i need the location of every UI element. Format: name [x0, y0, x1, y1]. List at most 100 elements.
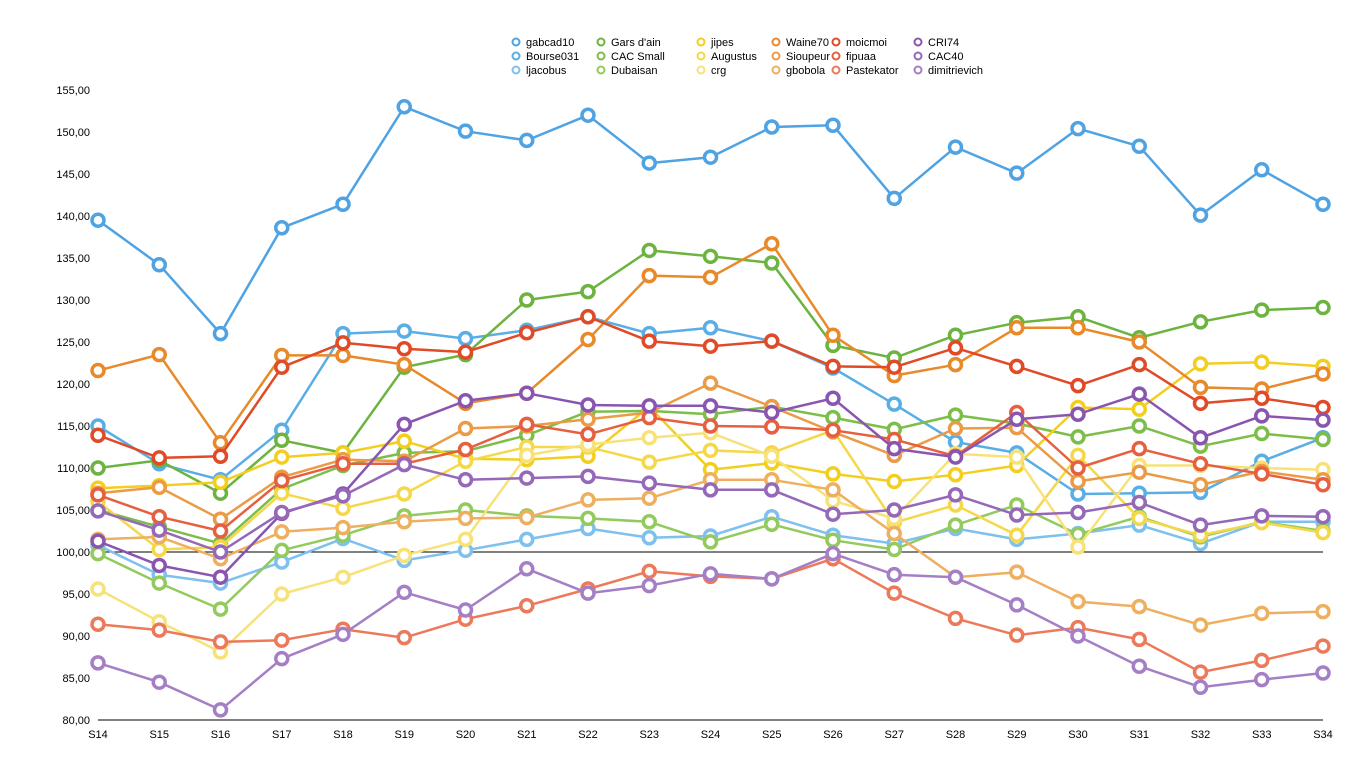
x-tick-label: S31	[1129, 729, 1149, 741]
legend-label: gabcad10	[526, 37, 574, 49]
data-point	[519, 509, 535, 526]
data-point	[947, 356, 964, 373]
legend-label: CAC Small	[611, 51, 665, 63]
y-tick-label: 145,00	[56, 169, 90, 181]
legend-label: Dubaisan	[611, 65, 657, 77]
data-point	[1131, 658, 1147, 674]
legend-label: CRI74	[928, 37, 959, 49]
data-point	[825, 506, 841, 522]
x-tick-label: S17	[272, 729, 292, 741]
y-tick-label: 135,00	[56, 253, 90, 265]
data-point	[886, 585, 902, 601]
data-point	[702, 248, 719, 265]
y-tick-label: 125,00	[56, 337, 90, 349]
data-point	[335, 487, 351, 504]
data-point	[335, 500, 351, 517]
data-point	[1131, 418, 1147, 434]
data-point	[274, 449, 290, 465]
legend-label: jipes	[710, 37, 734, 49]
data-point	[335, 456, 351, 472]
y-axis: 80,00 85,00 90,00 95,00 100,00 105,00 110,00 11…	[56, 85, 90, 727]
data-point	[274, 504, 290, 521]
data-point	[1315, 603, 1331, 620]
data-point	[641, 242, 657, 259]
data-point	[886, 525, 902, 542]
data-point	[212, 435, 229, 451]
data-point	[702, 442, 719, 459]
x-tick-label: S24	[701, 729, 721, 741]
data-point	[1254, 162, 1270, 178]
data-point	[90, 460, 106, 476]
data-point	[764, 404, 780, 421]
data-point	[1315, 665, 1331, 681]
data-point	[1254, 390, 1270, 407]
legend-label: Augustus	[711, 51, 757, 63]
data-point	[1254, 425, 1270, 442]
legend-marker	[511, 37, 521, 47]
data-point	[457, 393, 474, 409]
legend-marker	[831, 65, 841, 75]
data-point	[886, 440, 902, 457]
data-point	[764, 516, 780, 533]
data-point	[274, 220, 290, 236]
data-point	[641, 155, 657, 171]
legend-marker	[771, 51, 781, 61]
data-point	[90, 545, 106, 562]
data-point	[396, 416, 412, 433]
x-tick-label: S21	[517, 729, 537, 741]
data-point	[274, 542, 290, 559]
legend: gabcad10 Bourse031 ljacobus Gars d'ain CAC S…	[511, 37, 983, 77]
data-point	[1009, 507, 1025, 523]
plot-area	[90, 99, 1331, 718]
data-point	[825, 327, 841, 344]
y-tick-label: 130,00	[56, 295, 90, 307]
data-point	[1131, 631, 1147, 648]
data-point	[1315, 412, 1331, 428]
data-point	[947, 139, 964, 155]
data-point	[641, 430, 657, 446]
data-point	[1254, 605, 1270, 622]
data-point	[519, 385, 535, 401]
data-point	[274, 432, 290, 449]
data-point	[641, 514, 657, 530]
data-point	[1315, 508, 1331, 525]
data-point	[947, 420, 964, 437]
data-point	[580, 107, 596, 123]
data-point	[702, 149, 719, 165]
data-point	[1192, 430, 1209, 446]
data-point	[702, 398, 719, 414]
data-point	[1009, 449, 1025, 465]
data-point	[1192, 356, 1209, 372]
data-point	[580, 426, 596, 443]
data-point	[641, 577, 657, 594]
data-point	[1009, 564, 1025, 580]
legend-marker	[913, 65, 923, 75]
data-point	[1070, 539, 1086, 555]
y-tick-label: 100,00	[56, 547, 90, 559]
data-point	[702, 319, 719, 336]
data-point	[1315, 431, 1331, 448]
data-point	[1070, 447, 1086, 464]
data-point	[335, 335, 351, 351]
data-point	[457, 330, 474, 347]
data-point	[1254, 508, 1270, 524]
data-point	[1192, 679, 1209, 695]
data-point	[764, 119, 780, 135]
data-point	[90, 487, 106, 503]
data-point	[1131, 510, 1147, 527]
data-point	[1070, 120, 1086, 137]
data-point	[90, 362, 106, 379]
data-point	[886, 566, 902, 583]
data-point	[641, 267, 657, 284]
data-point	[90, 581, 106, 597]
y-tick-label: 90,00	[62, 631, 90, 643]
data-point	[335, 196, 351, 212]
data-point	[641, 398, 657, 414]
data-point	[457, 531, 474, 548]
series-dimitrievich	[90, 545, 1331, 718]
data-point	[396, 514, 412, 530]
y-tick-label: 120,00	[56, 379, 90, 391]
data-point	[1192, 664, 1209, 680]
data-point	[947, 517, 964, 533]
data-point	[1009, 627, 1025, 643]
